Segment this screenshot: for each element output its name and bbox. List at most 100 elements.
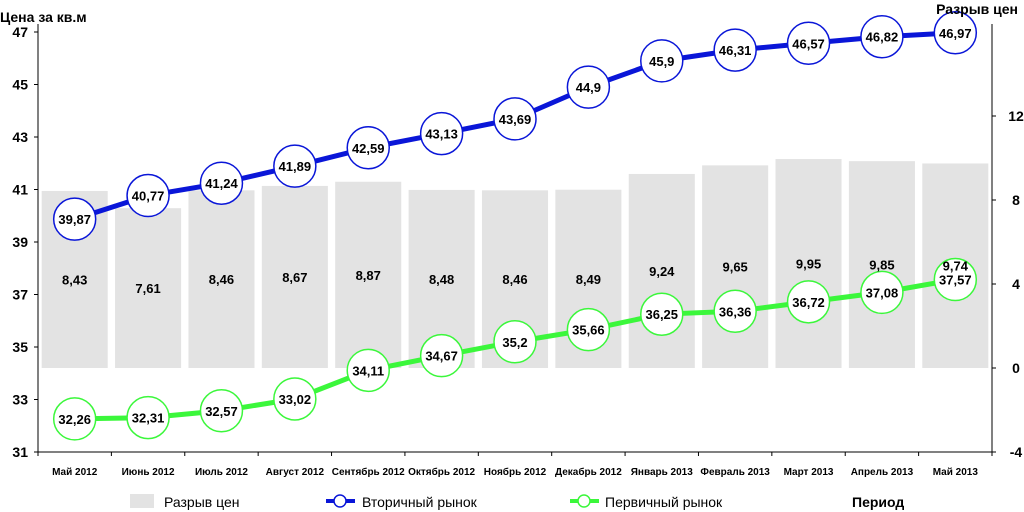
series-1-label-12: 37,57 [939,273,972,288]
series-1-point-4 [346,348,390,393]
bar-label-7: 8,49 [576,272,601,287]
bar-label-2: 8,46 [209,272,234,287]
labels-layer: 8,43 7,61 8,46 8,67 8,87 8,48 8,46 8,49 9,24 9,65… [58,26,971,427]
series-0-label-10: 46,57 [792,36,825,51]
series-0-label-1: 40,77 [132,189,165,204]
series-0-label-11: 46,82 [866,30,899,45]
bar-label-12: 9,74 [943,259,969,274]
series-1-point-9 [713,289,757,334]
x-tick-label-6: Ноябрь 2012 [484,466,547,478]
x-tick-label-5: Октябрь 2012 [408,466,475,478]
x-tick-label-10: Март 2013 [784,467,834,478]
series-0-label-3: 41,89 [279,159,312,174]
right-tick-label-0: -4 [1010,444,1023,460]
series-1-label-0: 32,26 [58,412,91,427]
legend: Разрыв цен Вторичный рынок Первичный рын… [130,494,904,510]
bar-label-3: 8,67 [282,270,307,285]
left-tick-label-2: 35 [12,339,28,355]
bar-3 [261,185,328,368]
legend-primary-marker [577,494,591,508]
series-0-label-6: 43,69 [499,112,532,127]
series-1-label-8: 36,25 [645,307,678,322]
right-tick-label-3: 8 [1012,192,1020,208]
bar-label-0: 8,43 [62,272,87,287]
series-0-point-5 [419,111,464,156]
series-0-point-6 [493,97,537,141]
x-tick-label-9: Февраль 2013 [700,467,770,478]
legend-bar-label: Разрыв цен [164,494,239,510]
bar-1 [115,208,182,368]
series-1-label-2: 32,57 [205,404,238,419]
series-0-label-5: 43,13 [425,127,458,142]
series-0-point-1 [126,173,170,218]
series-1-label-5: 34,67 [425,349,458,364]
left-axis-title: Цена за кв.м [0,9,87,25]
series-1-point-0 [52,397,97,441]
series-1-point-10 [786,280,831,324]
bar-label-10: 9,95 [796,257,821,272]
series-0-point-7 [566,65,611,109]
series-0-point-9 [713,28,757,72]
series-1-label-1: 32,31 [132,411,165,426]
left-tick-label-1: 33 [12,392,28,408]
series-1-label-6: 35,2 [502,335,527,350]
right-tick-label-2: 4 [1012,276,1020,292]
series-1-point-5 [419,333,464,378]
right-axis-title: Разрыв цен [936,1,1018,17]
bar-4 [335,181,402,368]
series-0-label-9: 46,31 [719,43,752,58]
series-0-label-0: 39,87 [58,212,91,227]
series-0-label-2: 41,24 [205,176,238,191]
x-axis-title: Период [852,494,904,510]
series-1-label-4: 34,11 [352,363,384,378]
right-tick-label-1: 0 [1012,360,1020,376]
legend-primary-label: Первичный рынок [605,494,723,510]
series-1-point-3 [273,377,317,421]
left-tick-label-8: 47 [12,24,28,40]
series-1-label-7: 35,66 [572,323,605,338]
series-0-label-12: 46,97 [939,26,972,41]
x-tick-label-4: Сентябрь 2012 [332,466,405,478]
x-tick-label-7: Декабрь 2012 [555,466,622,478]
left-tick-label-4: 39 [12,234,28,250]
legend-secondary-label: Вторичный рынок [362,494,478,510]
series-0-point-10 [786,21,831,66]
bar-2 [188,190,255,368]
series-1-label-11: 37,08 [866,285,899,300]
lines-layer [52,11,978,441]
legend-bar-swatch [130,494,154,508]
left-tick-label-7: 45 [12,77,28,93]
x-tick-label-11: Апрель 2013 [851,467,914,478]
series-0-point-4 [346,126,390,170]
legend-secondary-marker [333,494,347,508]
series-1-point-12 [933,257,978,302]
series-0-point-0 [52,197,97,241]
left-tick-label-6: 43 [12,129,28,145]
left-tick-label-5: 41 [12,182,28,198]
bar-11 [848,161,915,368]
x-tick-label-0: Май 2012 [52,467,98,478]
series-1-label-9: 36,36 [719,304,752,319]
bar-label-11: 9,85 [869,258,894,273]
series-1-point-2 [199,389,244,433]
bar-label-8: 9,24 [649,264,675,279]
series-0-label-4: 42,59 [352,141,385,156]
series-1-point-11 [860,270,904,315]
series-1-label-10: 36,72 [792,295,825,310]
series-0-point-2 [199,161,244,205]
series-0-point-8 [640,39,684,83]
x-tick-label-8: Январь 2013 [631,467,694,478]
series-1-point-8 [640,292,684,336]
bar-label-1: 7,61 [135,281,160,296]
x-tick-label-3: Август 2012 [266,467,325,478]
bar-label-4: 8,87 [356,268,381,283]
series-1-point-6 [493,320,537,364]
series-0-point-3 [273,144,317,188]
series-1-point-7 [566,307,611,352]
x-tick-label-12: Май 2013 [933,467,979,478]
series-1-point-1 [126,395,170,440]
x-tick-label-1: Июнь 2012 [122,467,175,478]
bar-label-5: 8,48 [429,272,454,287]
axes-layer: 31 33 35 37 39 41 43 45 47 -4 0 4 8 12 Май 2012 Июнь 20… [12,24,1024,478]
